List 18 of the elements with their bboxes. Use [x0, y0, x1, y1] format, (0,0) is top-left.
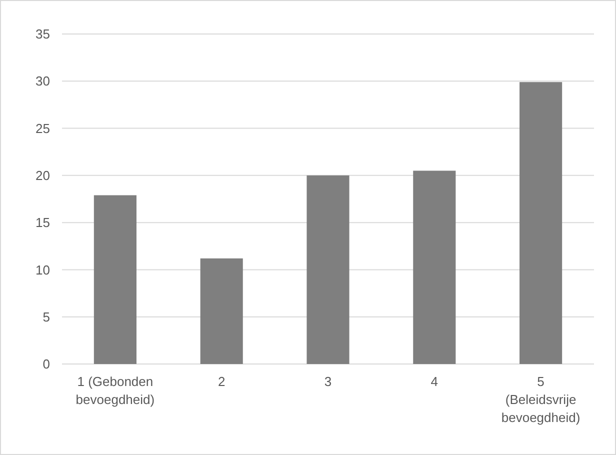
bar [520, 82, 562, 364]
x-tick-label: 2 [218, 374, 226, 389]
bar [413, 170, 456, 364]
y-tick-label: 5 [42, 309, 50, 324]
y-tick-label: 0 [42, 356, 50, 372]
x-tick-label: 5 (Beleidsvrije bevoegdheid) [501, 374, 580, 425]
bar [200, 258, 243, 364]
x-tick-label: 4 [430, 374, 438, 389]
y-tick-label: 15 [36, 215, 50, 230]
x-tick-label: 1 (Gebonden bevoegdheid) [76, 374, 155, 407]
y-tick-label: 25 [36, 120, 50, 136]
bar [94, 195, 136, 364]
y-tick-label: 35 [36, 26, 50, 42]
bar [306, 175, 350, 364]
x-tick-label: 3 [324, 374, 332, 389]
y-tick-label: 10 [36, 262, 50, 278]
y-tick-label: 20 [36, 168, 50, 183]
y-tick-label: 30 [36, 74, 50, 89]
